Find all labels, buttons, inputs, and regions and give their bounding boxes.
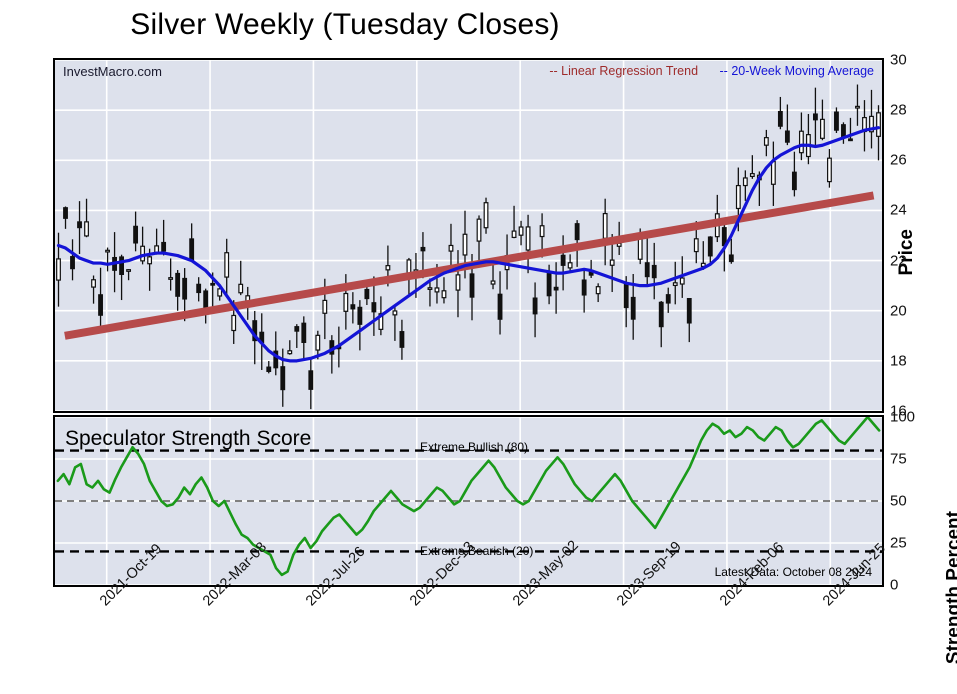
strength-panel-title: Speculator Strength Score [65, 427, 312, 450]
page-title: Silver Weekly (Tuesday Closes) [130, 8, 560, 41]
price-y-tick: 18 [890, 352, 907, 370]
legend-moving-average: -- 20-Week Moving Average [719, 64, 874, 78]
price-y-tick: 20 [890, 302, 907, 320]
strength-y-tick: 100 [890, 408, 916, 426]
strength-plot-area [55, 417, 882, 585]
price-y-tick: 26 [890, 151, 907, 169]
strength-y-tick: 25 [890, 534, 907, 552]
strength-y-tick: 0 [890, 576, 899, 594]
price-y-tick: 28 [890, 101, 907, 119]
watermark: InvestMacro.com [63, 64, 162, 79]
legend-regression-trend: -- Linear Regression Trend [549, 64, 699, 78]
strength-panel: Speculator Strength Score Extreme Bullis… [53, 415, 884, 587]
price-y-tick: 22 [890, 252, 907, 270]
latest-data-label: Latest Data: October 08 2024 [714, 565, 872, 579]
price-y-tick: 30 [890, 51, 907, 69]
strength-axis-title: Strength Percent [943, 511, 957, 665]
price-plot-area [55, 60, 882, 411]
price-y-tick: 16 [890, 402, 907, 420]
extreme-bullish-label: Extreme Bullish (80) [420, 440, 529, 454]
price-panel: InvestMacro.com -- Linear Regression Tre… [53, 58, 884, 413]
strength-y-tick: 75 [890, 450, 907, 468]
chart-legend: -- Linear Regression Trend -- 20-Week Mo… [549, 64, 874, 78]
extreme-bearish-label: Extreme Bearish (20) [420, 544, 534, 558]
strength-y-tick: 50 [890, 492, 907, 510]
price-y-tick: 24 [890, 201, 907, 219]
